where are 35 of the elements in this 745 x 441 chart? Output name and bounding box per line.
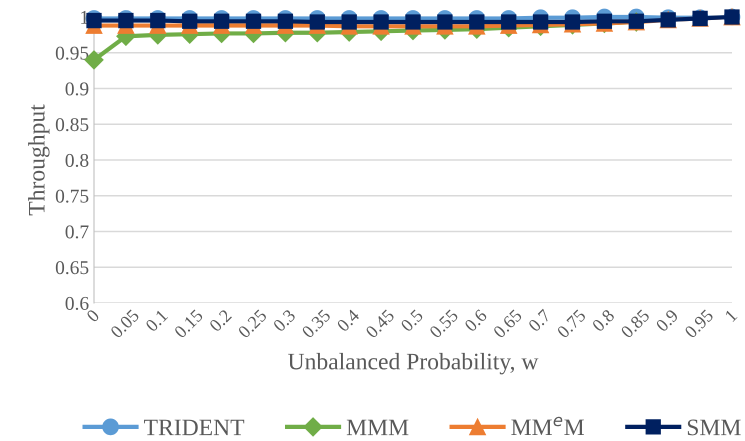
x-tick-label: 0.45	[364, 308, 396, 339]
x-tick-label: 0.55	[428, 308, 459, 339]
x-tick-label: 0.3	[272, 308, 296, 332]
x-tick-label: 0.35	[301, 308, 332, 339]
x-tick-label: 0.75	[556, 308, 586, 339]
y-tick-label: 0.95	[56, 46, 88, 60]
x-tick-label: 0.4	[336, 308, 360, 332]
y-tick-label: 0.75	[56, 190, 88, 203]
x-tick-label: 0.85	[620, 308, 650, 339]
x-tick-label: 0.2	[208, 308, 232, 332]
x-tick-label: 0.1	[144, 308, 168, 332]
y-tick-label: 0.9	[66, 82, 88, 96]
x-tick-label: 0.65	[492, 308, 523, 339]
legend-label: MMM	[346, 420, 408, 436]
x-tick-label: 0.9	[655, 308, 679, 332]
y-tick-label: 0.85	[56, 118, 88, 132]
y-tick-label: 0.65	[56, 261, 88, 274]
x-tick-label: 0.6	[464, 308, 488, 332]
legend-label: TRIDENT	[144, 420, 244, 436]
x-axis-title: Unbalanced Probability, w	[288, 352, 538, 374]
y-axis-title: Throughput	[28, 104, 50, 216]
x-tick-label: 0.25	[237, 308, 268, 339]
x-tick-label: 0.05	[110, 308, 140, 339]
x-tick-label: 0.7	[528, 308, 552, 332]
x-tick-label: 0.15	[174, 308, 204, 339]
x-tick-label: 0.8	[591, 308, 616, 332]
y-tick-label: 0.6	[66, 296, 89, 310]
x-tick-label: 1	[724, 309, 738, 322]
legend-label: MM$^{e}$M	[511, 416, 584, 436]
legend-label: SMM	[688, 420, 741, 436]
x-tick-label: 0.95	[684, 308, 714, 339]
y-tick-label: 0.7	[66, 225, 89, 239]
x-tick-label: 0.5	[400, 308, 424, 332]
x-tick-label: 0	[86, 308, 100, 323]
y-tick-label: 0.8	[66, 154, 88, 168]
